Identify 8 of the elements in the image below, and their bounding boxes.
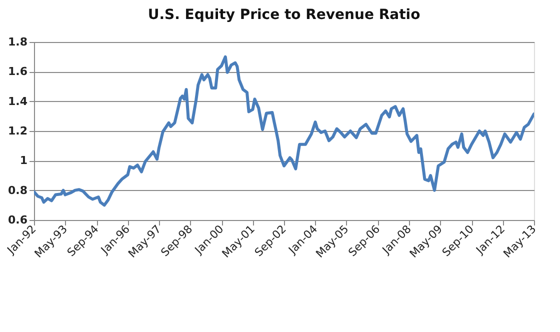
y-tick-label: 1 <box>20 154 28 168</box>
y-tick-label: 1.8 <box>8 36 28 48</box>
y-tick-label: 0.8 <box>8 184 28 197</box>
y-tick-label: 1.2 <box>8 124 28 138</box>
chart-title: U.S. Equity Price to Revenue Ratio <box>148 7 421 23</box>
y-tick-label: 1.6 <box>8 65 28 78</box>
y-tick-label: 1.4 <box>8 94 28 108</box>
y-tick-label: 0.6 <box>8 214 28 226</box>
